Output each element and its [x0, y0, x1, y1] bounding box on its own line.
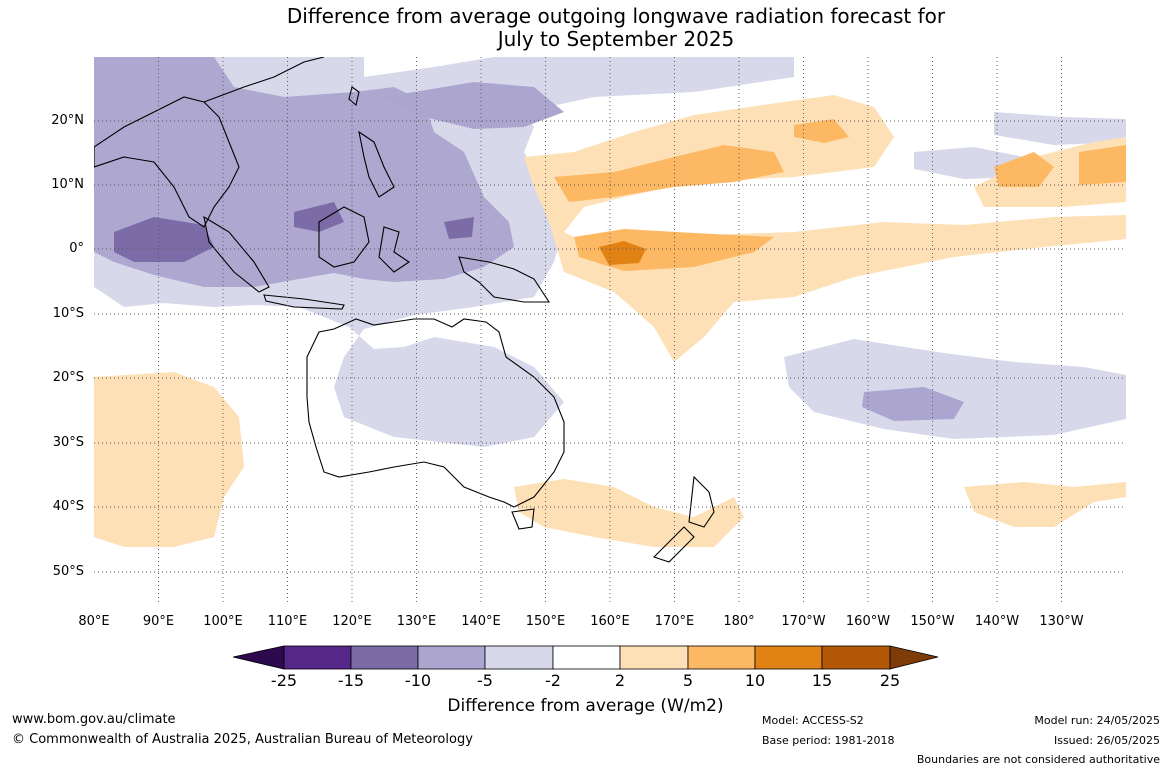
colorbar-tick: -10	[404, 671, 432, 690]
southeast-asia-mainland-outline	[94, 96, 240, 228]
base-period: Base period: 1981-2018	[762, 734, 895, 747]
colorbar-bin-8	[754, 645, 823, 670]
anomaly-regions	[94, 57, 1126, 547]
copyright-text: © Commonwealth of Australia 2025, Austra…	[12, 732, 473, 747]
australia-outline	[306, 318, 565, 508]
tasmania-outline	[511, 508, 535, 530]
colorbar-tick: 2	[614, 671, 626, 690]
lon-label-150e: 150°E	[525, 614, 566, 629]
landmasses	[94, 57, 715, 563]
lon-label-140e: 140°E	[461, 614, 501, 629]
lon-label-100e: 100°E	[203, 614, 243, 629]
lat-label-10n: 10°N	[51, 177, 84, 192]
colorbar-bin-1	[283, 645, 352, 670]
lon-label-140w: 140°W	[974, 614, 1020, 629]
new-zealand-south-outline	[652, 526, 695, 563]
colorbar-bin-6	[619, 645, 689, 670]
anomaly-region-dark-orange	[599, 241, 646, 265]
anomaly-region-mid-orange-ne	[994, 152, 1054, 187]
map-title: Difference from average outgoing longwav…	[0, 5, 1173, 51]
map-area[interactable]	[94, 57, 1126, 604]
website-link[interactable]: www.bom.gov.au/climate	[12, 712, 176, 727]
taiwan-outline	[348, 86, 360, 107]
lon-label-90e: 90°E	[142, 614, 175, 629]
philippines-outline	[358, 130, 395, 198]
borneo-outline	[318, 206, 370, 268]
colorbar-bin-7	[687, 645, 756, 670]
colorbar-tick: -25	[270, 671, 298, 690]
colorbar-tick: 5	[682, 671, 694, 690]
lat-label-50s: 50°S	[52, 564, 84, 579]
colorbar-bin-4	[484, 645, 554, 670]
lat-label-10s: 10°S	[52, 306, 84, 321]
colorbar-label-text: Difference from average (W/m2)	[447, 696, 724, 716]
graticule	[94, 57, 1126, 604]
lat-label-0: 0°	[69, 241, 84, 256]
lon-label-150w: 150°W	[910, 614, 955, 629]
lon-label-170e: 170°E	[654, 614, 695, 629]
lon-label-160w: 160°W	[845, 614, 891, 629]
colorbar-label: Difference from average (W/m2)	[0, 696, 1173, 716]
colorbar-tick: 15	[811, 671, 833, 690]
boundaries-disclaimer: Boundaries are not considered authoritat…	[916, 753, 1160, 766]
lat-label-20s: 20°S	[52, 370, 84, 385]
colorbar	[232, 645, 939, 671]
anomaly-region-mid-orange-ne2	[1079, 145, 1126, 185]
anomaly-region-dark-purple-2	[294, 202, 344, 232]
anomaly-region-mid-purple-east	[862, 387, 964, 421]
sumatra-outline	[203, 215, 270, 293]
anomaly-region-light-orange-se	[964, 482, 1126, 527]
anomaly-region-light-purple-east	[784, 339, 1126, 439]
model-name: Model: ACCESS-S2	[762, 714, 864, 727]
java-outline	[263, 294, 345, 310]
anomaly-region-mid-orange-3	[794, 119, 849, 143]
model-run-date: Model run: 24/05/2025	[1034, 714, 1160, 727]
new-guinea-outline	[458, 256, 551, 303]
title-line-2: July to September 2025	[497, 27, 735, 51]
anomaly-region-light-purple-ne2	[994, 112, 1126, 145]
lon-label-160e: 160°E	[590, 614, 630, 629]
colorbar-bin-9	[821, 645, 891, 670]
colorbar-tick: 10	[744, 671, 766, 690]
china-coast-outline	[203, 57, 325, 103]
lat-label-20n: 20°N	[51, 113, 84, 128]
lat-label-30s: 30°S	[52, 435, 84, 450]
colorbar-extend-high	[889, 645, 939, 670]
anomaly-region-mid-purple-2	[384, 82, 564, 129]
lat-label-40s: 40°S	[52, 499, 84, 514]
anomaly-region-dark-purple	[114, 217, 214, 262]
title-line-1: Difference from average outgoing longwav…	[286, 4, 946, 28]
anomaly-region-mid-orange	[554, 145, 784, 202]
colorbar-tick: -15	[337, 671, 365, 690]
colorbar-bin-3	[417, 645, 486, 670]
lon-label-180: 180°	[723, 614, 755, 629]
lon-label-80e: 80°E	[78, 614, 110, 629]
colorbar-bin-5	[552, 645, 621, 670]
lon-label-170w: 170°W	[781, 614, 826, 629]
anomaly-region-light-orange-south	[514, 479, 744, 547]
colorbar-bin-2	[350, 645, 419, 670]
lon-label-110e: 110°E	[267, 614, 308, 629]
colorbar-extend-low	[232, 645, 285, 670]
anomaly-region-dark-purple-3	[444, 217, 474, 239]
lon-label-120e: 120°E	[332, 614, 372, 629]
issued-date: Issued: 26/05/2025	[1053, 734, 1160, 747]
colorbar-tick: 25	[879, 671, 901, 690]
colorbar-tick: -2	[545, 671, 561, 690]
lon-label-130w: 130°W	[1039, 614, 1084, 629]
anomaly-region-light-orange-west	[94, 372, 244, 547]
new-zealand-north-outline	[688, 475, 715, 528]
lon-label-130e: 130°E	[396, 614, 437, 629]
sulawesi-outline	[378, 226, 410, 273]
colorbar-tick: -5	[477, 671, 493, 690]
